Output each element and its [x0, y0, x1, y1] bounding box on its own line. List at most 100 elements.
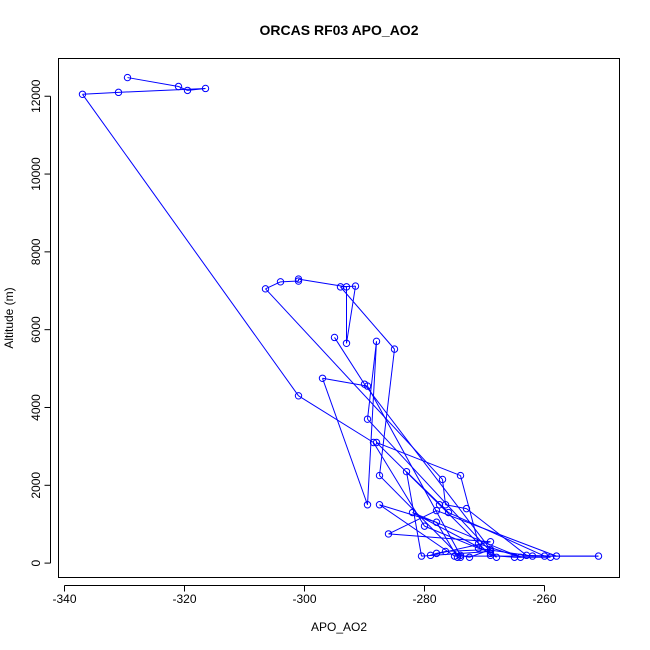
series-segment [376, 442, 461, 477]
data-point [492, 553, 501, 561]
series-segment [388, 510, 437, 535]
data-point [486, 549, 495, 558]
data-point [594, 552, 603, 560]
data-point [369, 438, 378, 447]
data-point [456, 551, 465, 560]
series-segment [466, 508, 527, 556]
series-segment [127, 77, 179, 88]
series-segment [367, 418, 491, 552]
y-tick-label: 2000 [29, 472, 43, 499]
y-axis: 0 2000 4000 6000 8000 10000 12000 [29, 79, 51, 566]
series-segment [346, 286, 356, 344]
data-point [294, 275, 303, 283]
data-point [444, 508, 453, 517]
data-point [432, 518, 441, 526]
data-point [438, 475, 447, 484]
series-segment [118, 87, 206, 93]
data-point [486, 538, 495, 546]
x-tick-label: -320 [172, 592, 196, 606]
data-point [261, 285, 270, 293]
data-point [408, 508, 417, 517]
series-segment [478, 543, 521, 558]
chart-title: ORCAS RF03 APO_AO2 [260, 22, 419, 38]
data-point [375, 471, 384, 480]
data-point [318, 374, 327, 383]
series-segment [421, 550, 491, 557]
series-segment [439, 504, 491, 556]
series-segment [460, 554, 470, 558]
data-point [432, 549, 441, 558]
data-point [294, 392, 303, 400]
series-segment [340, 286, 395, 350]
data-point [294, 277, 303, 285]
data-point [486, 547, 495, 556]
data-point [435, 501, 444, 509]
y-tick-label: 8000 [29, 238, 43, 265]
data-point [363, 501, 372, 509]
data-point [375, 501, 384, 509]
data-point [330, 333, 339, 342]
data-point [465, 553, 474, 561]
data-point [390, 345, 399, 353]
y-tick-label: 4000 [29, 394, 43, 421]
data-point [78, 90, 87, 98]
data-point [363, 415, 372, 423]
series-segment [442, 479, 446, 505]
x-tick-label: -280 [412, 592, 436, 606]
data-point [123, 73, 132, 82]
series-segment [322, 378, 368, 505]
y-tick-label: 10000 [29, 157, 43, 191]
data-point [456, 553, 465, 561]
series-segment [367, 341, 377, 505]
x-axis-label: APO_AO2 [311, 620, 367, 634]
data-point [201, 84, 210, 93]
series-segment [322, 377, 368, 387]
data-point [360, 380, 369, 388]
series-segment [364, 383, 497, 558]
data-point [114, 88, 123, 97]
y-tick-label: 0 [29, 559, 43, 566]
data-point [441, 547, 450, 556]
data-point [432, 506, 441, 515]
data-point [546, 553, 555, 561]
data-point [351, 282, 360, 290]
series-segment [436, 550, 446, 554]
series-segment [334, 337, 365, 385]
data-point [384, 530, 393, 538]
series-segment [82, 94, 299, 397]
data-point [462, 504, 471, 513]
data-point [342, 283, 351, 291]
series-segment [367, 385, 461, 556]
data-point [474, 544, 483, 553]
data-point [474, 539, 483, 548]
series-segment [265, 281, 281, 290]
series-segment [298, 278, 347, 288]
data-series [78, 73, 603, 561]
plot-frame [58, 58, 620, 578]
data-point [276, 278, 285, 286]
series-segment [367, 341, 377, 420]
x-axis: -340 -320 -300 -280 -260 [52, 585, 557, 606]
series-segment [436, 510, 557, 557]
series-segment [298, 395, 374, 443]
data-point [516, 553, 525, 561]
data-point [342, 339, 351, 347]
y-tick-label: 6000 [29, 316, 43, 343]
data-point [456, 471, 465, 480]
y-tick-label: 12000 [29, 79, 43, 113]
series-segment [448, 512, 545, 557]
series-segment [379, 504, 437, 523]
x-tick-label: -260 [532, 592, 556, 606]
data-point [486, 545, 495, 554]
data-point [420, 522, 429, 530]
series-segment [412, 512, 521, 558]
series-segment [82, 91, 119, 95]
y-axis-label: Altitude (m) [2, 287, 16, 348]
data-point [372, 337, 381, 346]
series-segment [376, 442, 440, 506]
data-point [417, 552, 426, 560]
x-tick-label: -340 [52, 592, 76, 606]
series-segment [406, 471, 422, 557]
series-segment [388, 533, 491, 543]
